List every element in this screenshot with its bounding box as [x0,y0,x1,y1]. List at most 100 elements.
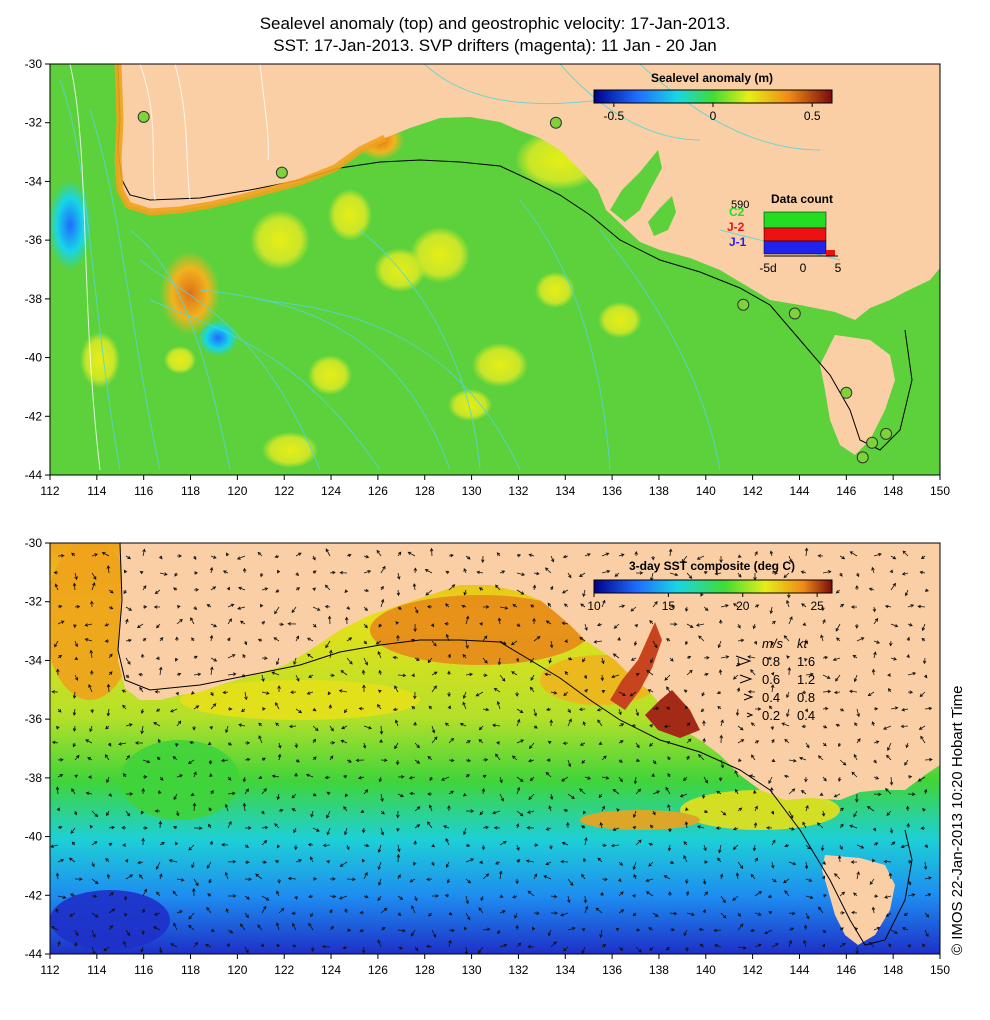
velocity-arrow [600,891,604,897]
velocity-arrow [873,792,882,797]
velocity-arrow [679,793,688,798]
velocity-arrow [839,603,845,608]
velocity-arrow [154,809,160,813]
velocity-arrow [835,723,841,728]
velocity-arrow [533,635,541,642]
velocity-arrow [516,589,525,595]
velocity-arrow [787,666,792,676]
sla-map-panel: 112 114 116 118 120 122 124 126 128 130 132 134 136 1… [25,57,951,498]
velocity-arrow [668,891,672,897]
velocity-arrow [873,617,879,625]
velocity-arrow [784,843,790,848]
velocity-arrow [312,606,321,611]
velocity-arrow [805,672,814,677]
sla-lat-tick-label: -44 [25,468,43,482]
velocity-arrow [305,773,314,778]
velocity-arrow [175,657,179,662]
velocity-arrow [702,878,707,885]
sst-lon-tick-label: 118 [181,963,200,977]
velocity-arrow [614,572,620,577]
velocity-arrow [244,741,251,745]
velocity-arrow [788,911,796,916]
velocity-arrow [770,671,775,676]
velocity-arrow [175,810,180,817]
velocity-arrow [142,775,148,779]
velocity-arrow [747,655,756,659]
velocity-arrow [752,844,757,852]
velocity-arrow [851,910,858,915]
velocity-arrow [427,821,433,829]
velocity-arrow [549,719,553,727]
velocity-arrow [768,776,773,784]
velocity-arrow [771,758,776,763]
sst-lon-tick-label: 150 [930,963,950,977]
velocity-arrow [652,759,657,765]
velocity-arrow [906,805,910,812]
velocity-arrow [636,928,641,932]
sla-lon-tick-label: 138 [649,484,669,498]
velocity-arrow [579,572,586,577]
velocity-arrow [375,640,382,645]
velocity-arrow [889,827,894,834]
velocity-arrow [804,776,808,783]
velocity-arrow [306,653,314,659]
velocity-arrow [444,894,450,898]
velocity-arrow [277,569,281,574]
velocity-arrow [804,861,809,870]
velocity-arrow [545,827,552,831]
velocity-arrow [210,928,216,932]
velocity-arrow [851,771,858,778]
velocity-arrow [580,603,586,608]
velocity-arrow [159,555,163,560]
velocity-arrow [496,700,501,710]
velocity-arrow [275,702,280,710]
velocity-arrow [312,793,317,797]
velocity-arrow [821,875,826,880]
velocity-arrow [868,941,875,948]
velocity-arrow [124,858,129,863]
velocity-arrow [530,604,535,608]
velocity-arrow [324,604,331,609]
velocity-arrow [192,887,196,897]
velocity-arrow [918,725,926,730]
velocity-arrow [210,789,214,795]
velocity-arrow [754,912,762,916]
velocity-arrow [754,891,763,897]
velocity-arrow [293,827,297,834]
sla-lat-tick-label: -40 [25,351,43,365]
velocity-arrow [380,827,384,836]
sst-lon-tick-label: 126 [368,963,388,977]
velocity-arrow [499,910,506,914]
velocity-arrow [57,620,65,625]
velocity-arrow [873,776,880,780]
velocity-arrow [718,669,723,676]
sla-eddies [50,120,642,468]
velocity-arrow [74,774,78,778]
velocity-arrow [873,640,881,644]
velocity-arrow [601,944,607,948]
velocity-arrow [172,890,178,897]
velocity-arrow [855,584,859,591]
velocity-arrow [430,623,435,628]
velocity-arrow [91,894,98,898]
velocity-arrow [584,776,592,780]
sla-lat-tick-label: -36 [25,233,43,247]
velocity-arrow [441,776,450,781]
data-count-x-label-zero: 0 [800,261,807,275]
velocity-arrow [821,606,825,612]
sla-lat-tick-label: -30 [25,57,43,71]
velocity-arrow [686,738,692,744]
velocity-arrow [771,943,779,948]
velocity-arrow [445,861,450,868]
velocity-arrow [652,706,660,711]
velocity-arrow [924,912,930,918]
data-count-title: Data count [771,192,833,206]
velocity-arrow [816,822,824,829]
velocity-arrow [783,635,790,642]
velocity-arrow [70,893,76,897]
velocity-arrow [227,654,236,659]
velocity-arrow [514,912,518,919]
velocity-legend-header-kt: kt [797,636,809,651]
velocity-arrow [208,878,212,884]
